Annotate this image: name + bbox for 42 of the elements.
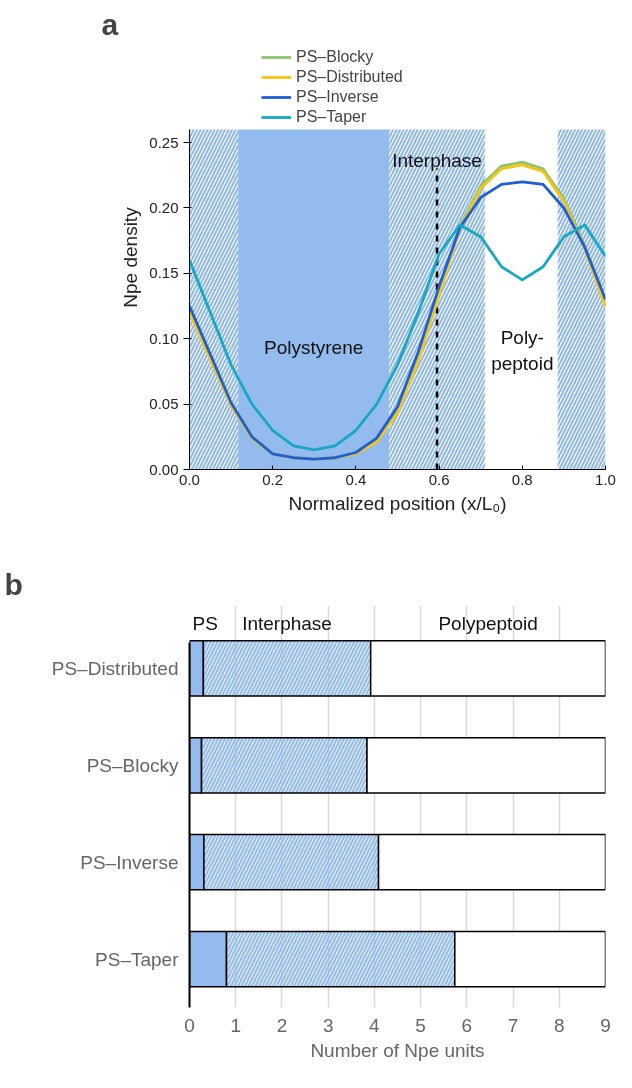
x-tick-label: 1 bbox=[230, 1014, 242, 1036]
y-tick-label: 0.05 bbox=[149, 395, 179, 413]
x-tick-label: 0.4 bbox=[345, 470, 367, 488]
x-tick-label: 6 bbox=[461, 1014, 473, 1036]
y-tick-label: 0.00 bbox=[149, 460, 179, 478]
series-label: PS bbox=[192, 612, 218, 634]
x-axis-title: Normalized position (x/L₀) bbox=[288, 492, 507, 514]
band-label: Interphase bbox=[392, 149, 482, 171]
legend-label: PS–Inverse bbox=[296, 88, 379, 106]
legend-label: PS–Distributed bbox=[296, 68, 403, 86]
y-tick-label: PS–Blocky bbox=[86, 754, 179, 776]
chart-title: a bbox=[101, 7, 119, 41]
series-label: Interphase bbox=[242, 612, 332, 634]
y-tick-label: 0.20 bbox=[149, 198, 179, 216]
chart-title: b bbox=[4, 567, 23, 601]
legend-label: PS–Blocky bbox=[296, 48, 374, 66]
x-tick-label: 0.8 bbox=[511, 470, 533, 488]
x-tick-label: 0.0 bbox=[179, 470, 200, 488]
x-tick-label: 0 bbox=[184, 1014, 195, 1036]
x-axis-title: Number of Npe units bbox=[310, 1039, 485, 1061]
x-tick-label: 3 bbox=[322, 1014, 334, 1036]
y-tick-label: 0.15 bbox=[149, 264, 179, 282]
x-tick-label: 8 bbox=[553, 1014, 565, 1036]
x-tick-label: 9 bbox=[600, 1014, 611, 1036]
y-tick-label: PS–Inverse bbox=[80, 851, 179, 873]
y-axis-title: Npe density bbox=[120, 206, 142, 308]
annotation: Poly- peptoid bbox=[491, 327, 554, 374]
band-label: Polystyrene bbox=[264, 336, 364, 358]
y-tick-label: 0.10 bbox=[149, 329, 179, 347]
x-tick-label: 2 bbox=[276, 1014, 288, 1036]
series-label: Polypeptoid bbox=[438, 612, 538, 634]
x-tick-label: 1.0 bbox=[595, 470, 616, 488]
x-tick-label: 0.6 bbox=[428, 470, 450, 488]
legend-label: PS–Taper bbox=[296, 108, 367, 126]
y-tick-label: PS–Distributed bbox=[51, 657, 179, 679]
x-tick-label: 0.2 bbox=[262, 470, 284, 488]
line-series bbox=[189, 223, 606, 452]
y-tick-label: 0.25 bbox=[149, 133, 179, 151]
x-tick-label: 5 bbox=[415, 1014, 426, 1036]
y-tick-label: PS–Taper bbox=[95, 948, 180, 970]
x-tick-label: 7 bbox=[507, 1014, 519, 1036]
x-tick-label: 4 bbox=[369, 1014, 381, 1036]
